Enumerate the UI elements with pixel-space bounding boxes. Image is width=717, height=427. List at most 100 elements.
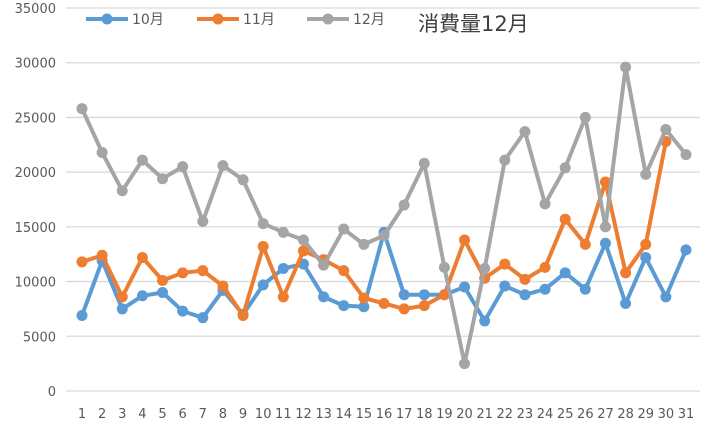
data-point [579, 111, 591, 123]
data-point [136, 290, 148, 302]
data-point [116, 185, 128, 197]
data-point [217, 160, 229, 172]
data-point [599, 221, 611, 233]
series-line [81, 141, 668, 318]
x-tick-label: 18 [416, 407, 433, 422]
x-tick-label: 26 [577, 407, 594, 422]
legend-label: 10月 [132, 12, 164, 28]
data-point [197, 215, 209, 227]
data-point [297, 245, 309, 257]
x-tick-label: 5 [158, 407, 166, 422]
x-tick-label: 9 [239, 407, 247, 422]
x-tick-label: 12 [295, 407, 312, 422]
legend-label: 11月 [243, 12, 275, 28]
x-axis-ticks: 1 2 3 4 5 6 7 8 9 10 11 12 13 14 15 16 17 18 19 20 21 22 23 24 2… [78, 407, 694, 422]
data-point [438, 261, 450, 273]
data-point [680, 149, 692, 161]
legend-label: 12月 [353, 12, 385, 28]
data-point [398, 199, 410, 211]
x-tick-label: 23 [517, 407, 534, 422]
x-tick-label: 28 [617, 407, 634, 422]
data-point [539, 261, 551, 273]
y-tick-label: 15000 [15, 221, 56, 236]
data-point [418, 289, 430, 301]
data-point [177, 267, 189, 279]
data-point [398, 303, 410, 315]
data-point [459, 358, 471, 370]
data-point [579, 238, 591, 250]
data-point [96, 249, 108, 261]
x-tick-label: 16 [376, 407, 393, 422]
x-tick-label: 1 [78, 407, 86, 422]
series-12月 [76, 61, 692, 370]
y-tick-label: 0 [48, 385, 56, 400]
data-point [338, 223, 350, 235]
data-point [680, 244, 692, 256]
x-tick-label: 30 [658, 407, 675, 422]
data-point [519, 273, 531, 285]
data-point [358, 301, 370, 313]
x-tick-label: 24 [537, 407, 554, 422]
x-tick-label: 29 [637, 407, 654, 422]
data-point [96, 146, 108, 158]
x-tick-label: 6 [179, 407, 187, 422]
data-point [197, 265, 209, 277]
data-point [157, 287, 169, 299]
x-tick-label: 25 [557, 407, 574, 422]
y-axis-ticks: 0 5000 10000 15000 20000 25000 30000 35000 [15, 2, 56, 400]
chart-title: 消費量12月 [418, 12, 529, 36]
x-tick-label: 3 [118, 407, 126, 422]
data-point [116, 291, 128, 303]
data-point [338, 300, 350, 312]
y-tick-label: 20000 [15, 166, 56, 181]
data-point [599, 237, 611, 249]
y-tick-label: 35000 [15, 2, 56, 17]
data-point [579, 283, 591, 295]
x-tick-label: 21 [476, 407, 493, 422]
data-point [358, 292, 370, 304]
gridlines [66, 7, 700, 392]
data-point [459, 281, 471, 293]
data-point [257, 218, 269, 230]
data-point [257, 279, 269, 291]
data-point [479, 262, 491, 274]
data-point [539, 283, 551, 295]
y-tick-label: 5000 [23, 330, 56, 345]
x-tick-label: 19 [436, 407, 453, 422]
data-point [620, 297, 632, 309]
data-point [640, 168, 652, 180]
legend-marker [212, 13, 224, 25]
data-point [640, 238, 652, 250]
x-tick-label: 10 [255, 407, 272, 422]
x-tick-label: 7 [199, 407, 207, 422]
data-point [459, 234, 471, 246]
data-point [418, 157, 430, 169]
data-point [177, 305, 189, 317]
x-tick-label: 15 [356, 407, 373, 422]
data-point [136, 154, 148, 166]
data-point [217, 280, 229, 292]
data-point [640, 251, 652, 263]
data-point [76, 309, 88, 321]
data-point [76, 256, 88, 268]
data-point [177, 161, 189, 173]
legend-marker [101, 13, 113, 25]
data-point [620, 61, 632, 73]
x-tick-label: 2 [98, 407, 106, 422]
data-point [257, 241, 269, 253]
data-point [660, 123, 672, 135]
data-point [559, 213, 571, 225]
data-point [499, 258, 511, 270]
data-point [297, 234, 309, 246]
data-point [438, 289, 450, 301]
y-tick-label: 25000 [15, 111, 56, 126]
legend-marker [322, 13, 334, 25]
data-point [378, 230, 390, 242]
data-point [418, 300, 430, 312]
data-point [237, 174, 249, 186]
x-tick-label: 4 [138, 407, 146, 422]
data-point [197, 312, 209, 324]
x-tick-label: 27 [597, 407, 614, 422]
data-point [116, 303, 128, 315]
data-point [318, 291, 330, 303]
